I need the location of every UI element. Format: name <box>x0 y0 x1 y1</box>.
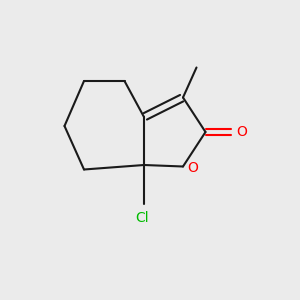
Text: O: O <box>188 161 198 175</box>
Text: O: O <box>236 125 247 139</box>
Text: Cl: Cl <box>136 212 149 226</box>
